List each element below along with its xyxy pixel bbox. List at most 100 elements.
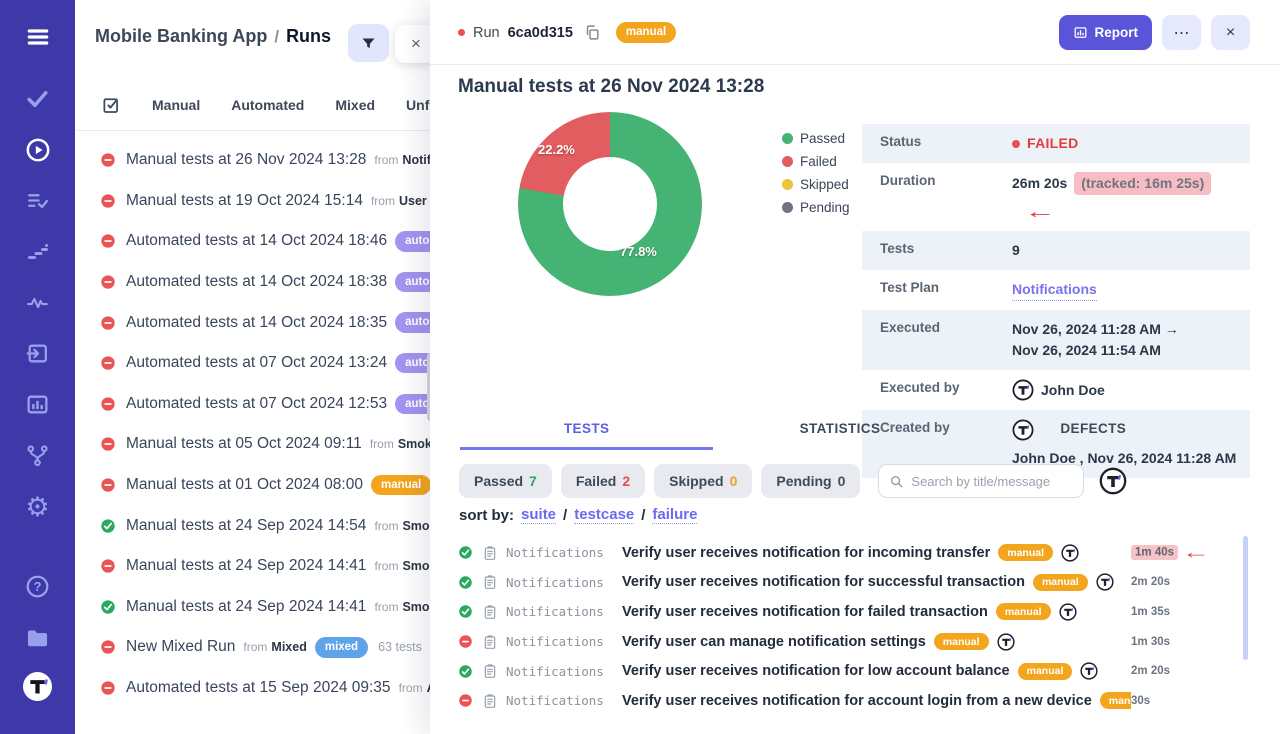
test-badge-manual: manual [995,603,1051,621]
app-sidebar: ⚙? [0,0,75,734]
test-plan-link[interactable]: Notifications [1012,279,1097,301]
filter-chip-pending[interactable]: Pending 0 [761,464,861,498]
test-status-passed-icon [458,604,473,619]
run-status-passed-icon [100,599,116,615]
steps-icon [26,239,50,263]
tab-statistics[interactable]: STATISTICS [799,421,881,436]
legend-item-failed[interactable]: Failed [782,154,850,169]
test-row[interactable]: Notifications Verify user receives notifi… [458,597,1245,627]
run-from-label: from [398,681,423,696]
status-value: FAILED [1027,135,1079,151]
test-title: Verify user receives notification for lo… [622,663,1010,680]
test-assignee-avatar [1080,662,1098,680]
tab-tests[interactable]: TESTS [460,421,714,450]
test-title: Verify user receives notification for ac… [622,692,1092,709]
bar-chart-icon [1073,25,1088,40]
sidebar-item-activity[interactable] [0,290,75,315]
test-duration: 2m 20s [1131,665,1171,678]
sidebar-item-branches[interactable] [0,443,75,468]
detail-tabs: TESTS STATISTICS DEFECTS [460,421,1220,450]
run-from-suite: Smoke [397,437,439,452]
filter-chip-skipped[interactable]: Skipped 0 [654,464,753,498]
run-info-table: Status FAILED Duration 26m 20s (tracked: 16m… [862,124,1250,478]
run-title: Manual tests at 26 Nov 2024 13:28 [458,76,765,97]
test-row[interactable]: Notifications Verify user can manage noti… [458,627,1245,657]
run-tests-count: 63 tests [378,640,422,655]
test-title: Verify user receives notification for in… [622,544,991,561]
breadcrumb-project[interactable]: Mobile Banking App [95,26,268,46]
sidebar-item-import[interactable] [0,341,75,366]
report-button[interactable]: Report [1058,15,1152,50]
results-donut-chart: 22.2% 77.8% [518,112,702,296]
test-badge-manual: manual [998,544,1054,562]
run-row-title: Manual tests at 26 Nov 2024 13:28 [126,151,367,169]
filter-chip-passed[interactable]: Passed 7 [459,464,552,498]
sidebar-item-steps[interactable] [0,239,75,263]
select-runs-icon[interactable] [100,94,121,115]
run-row-title: Automated tests at 14 Oct 2024 18:38 [126,273,388,291]
info-label: Test Plan [880,280,940,295]
more-button[interactable]: ⋯ [1162,15,1201,50]
run-label: Run [473,24,500,41]
run-status-failed-icon [100,315,116,331]
run-row[interactable]: New Mixed Run from Mixed mixed 63 tests [75,627,1280,668]
run-detail-panel: Run 6ca0d315 manual Report ⋯ × Manual te… [430,0,1280,734]
annotation-arrow-icon: ← [1181,541,1211,562]
run-type-tab-mixed[interactable]: Mixed [335,96,376,113]
test-row[interactable]: Notifications Verify user receives notifi… [458,568,1245,598]
filter-chip-failed[interactable]: Failed 2 [560,464,646,498]
filter-button[interactable] [348,24,389,62]
sidebar-item-help[interactable]: ? [0,574,75,599]
run-row-title: New Mixed Run [126,638,236,656]
run-row-title: Manual tests at 24 Sep 2024 14:41 [126,557,367,575]
run-type-tab-manual[interactable]: Manual [152,96,201,113]
run-from-label: from [374,559,399,574]
sidebar-item-projects[interactable] [0,624,75,651]
sidebar-item-runs[interactable] [0,137,75,163]
run-type-tabs: ManualAutomatedMixedUnfinished [100,94,478,115]
tab-defects[interactable]: DEFECTS [1060,421,1127,436]
test-status-failed-icon [458,693,473,708]
test-assignee-avatar [1059,603,1077,621]
search-input[interactable] [911,473,1074,489]
test-row[interactable]: Notifications Verify user receives notifi… [458,538,1245,568]
copy-icon[interactable] [584,24,601,41]
run-from-label: from [369,437,394,452]
run-badge-mixed: mixed [314,637,369,658]
run-row-title: Automated tests at 07 Oct 2024 13:24 [126,354,388,372]
sort-link-suite[interactable]: suite [521,506,557,524]
info-row: Tests 9 [862,231,1250,270]
test-status-failed-icon [458,634,473,649]
testcase-icon [482,604,498,620]
run-from-label: from [243,640,268,655]
sidebar-item-checklist[interactable] [0,188,75,213]
test-list-scrollbar[interactable] [1243,536,1248,660]
runs-icon [25,137,51,163]
run-type-tab-automated[interactable]: Automated [231,96,305,113]
assignee-avatar[interactable] [1099,467,1127,495]
legend-item-pending[interactable]: Pending [782,200,850,215]
test-status-passed-icon [458,545,473,560]
run-status-failed-icon [100,233,116,249]
sidebar-item-reports[interactable] [0,392,75,417]
close-panel-button[interactable]: × [1211,15,1250,50]
test-assignee-avatar [1096,573,1114,591]
test-duration: 30s [1131,694,1151,707]
sidebar-item-logo[interactable] [0,671,75,702]
test-title: Verify user can manage notification sett… [622,633,926,650]
failed-dot [1012,139,1020,148]
info-label: Status [880,134,922,149]
sidebar-item-settings[interactable]: ⚙ [0,494,75,521]
sort-link-testcase[interactable]: testcase [574,506,635,524]
sidebar-item-menu[interactable] [0,24,75,50]
info-label: Duration [880,173,936,188]
legend-item-skipped[interactable]: Skipped [782,177,850,192]
sidebar-item-tasks[interactable] [0,86,75,111]
run-row-title: Manual tests at 01 Oct 2024 08:00 [126,476,363,494]
legend-item-passed[interactable]: Passed [782,131,850,146]
test-suite: Notifications [506,693,604,709]
info-value-text: 9 [1012,242,1020,258]
test-row[interactable]: Notifications Verify user receives notifi… [458,656,1245,686]
test-row[interactable]: Notifications Verify user receives notifi… [458,686,1245,716]
sort-link-failure[interactable]: failure [652,506,698,524]
